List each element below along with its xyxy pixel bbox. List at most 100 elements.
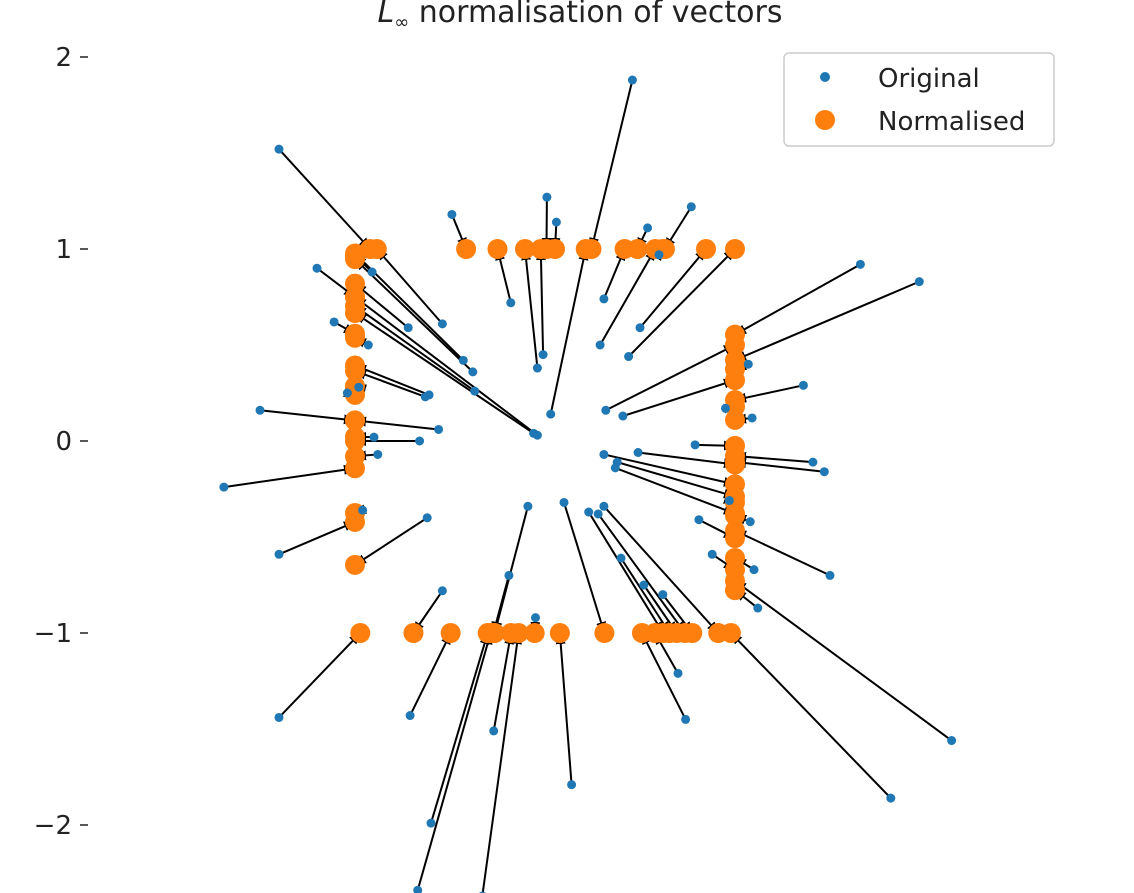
original-point bbox=[531, 613, 540, 623]
normalised-point bbox=[345, 327, 365, 348]
normalised-point bbox=[345, 554, 365, 575]
original-point bbox=[413, 885, 423, 893]
normalisation-arrow bbox=[639, 248, 707, 329]
normalised-point bbox=[575, 239, 596, 259]
normalised-point bbox=[725, 547, 745, 568]
original-point bbox=[658, 590, 668, 600]
normalised-point bbox=[345, 426, 365, 447]
normalisation-arrow bbox=[599, 248, 657, 346]
original-point bbox=[426, 818, 436, 828]
original-point bbox=[627, 75, 637, 85]
normalisation-arrow bbox=[416, 632, 493, 891]
original-point bbox=[947, 736, 957, 746]
normalisation-arrow bbox=[603, 453, 736, 487]
normalisation-arrow bbox=[354, 258, 474, 373]
normalised-point bbox=[725, 570, 745, 591]
original-point bbox=[403, 323, 413, 333]
normalised-point bbox=[345, 303, 365, 323]
original-points bbox=[219, 75, 957, 893]
original-point bbox=[610, 463, 620, 473]
normalisation-arrow bbox=[734, 451, 813, 464]
normalisation-arrow bbox=[637, 451, 736, 469]
original-point bbox=[532, 430, 542, 440]
normalisation-arrow bbox=[734, 263, 861, 336]
normalisation-arrow bbox=[603, 505, 719, 634]
normalised-point bbox=[549, 623, 570, 643]
original-point bbox=[506, 298, 516, 308]
original-point bbox=[721, 403, 730, 413]
original-point bbox=[914, 277, 924, 287]
normalisation-arrow bbox=[641, 632, 687, 720]
legend-box bbox=[783, 52, 1055, 147]
y-tick-label: 2 bbox=[55, 43, 72, 73]
original-point bbox=[312, 263, 322, 273]
original-point bbox=[747, 413, 757, 423]
normalisation-arrow bbox=[278, 148, 371, 250]
normalisation-arrow bbox=[492, 632, 515, 732]
normalised-point bbox=[366, 239, 387, 259]
original-point bbox=[358, 505, 368, 515]
original-point bbox=[745, 517, 755, 527]
normalised-point bbox=[515, 239, 535, 259]
original-point bbox=[724, 496, 734, 506]
normalised-point bbox=[483, 623, 504, 643]
normalised-point bbox=[720, 623, 741, 643]
normalisation-arrow bbox=[354, 282, 409, 329]
original-point bbox=[415, 436, 425, 446]
original-point bbox=[743, 359, 753, 369]
original-point bbox=[599, 449, 609, 459]
normalised-point bbox=[725, 520, 745, 541]
normalisation-arrow bbox=[734, 280, 920, 362]
original-point bbox=[219, 482, 229, 492]
normalisation-arrow bbox=[616, 461, 736, 499]
normalisation-arrow bbox=[734, 384, 804, 403]
y-tick-label: 1 bbox=[55, 235, 72, 265]
normalisation-arrow bbox=[563, 502, 606, 634]
normalisation-arrow bbox=[614, 466, 736, 515]
original-point bbox=[690, 440, 700, 450]
original-point bbox=[538, 350, 548, 360]
normalisation-arrow bbox=[354, 416, 439, 431]
y-tick-label: 0 bbox=[55, 427, 72, 457]
normalisation-arrow bbox=[605, 344, 736, 412]
normalised-point bbox=[594, 623, 615, 643]
normalisation-arrow bbox=[259, 409, 356, 425]
original-point bbox=[624, 352, 634, 362]
original-point bbox=[369, 432, 379, 442]
legend-label-normalised: Normalised bbox=[878, 107, 1025, 137]
original-point bbox=[447, 209, 457, 219]
normalised-point bbox=[345, 249, 365, 270]
normalised-point bbox=[614, 239, 635, 259]
original-point bbox=[274, 549, 284, 559]
normalisation-arrow bbox=[376, 248, 444, 325]
original-point bbox=[593, 509, 603, 519]
normalisation-arrow bbox=[409, 632, 452, 717]
normalised-point bbox=[440, 623, 461, 643]
normalisation-arrow bbox=[536, 248, 547, 355]
normalised-point bbox=[403, 623, 424, 643]
legend: Original Normalised bbox=[783, 52, 1055, 147]
normalisation-arrow bbox=[555, 632, 573, 785]
normalised-point bbox=[696, 239, 717, 259]
original-point bbox=[635, 323, 645, 333]
normalisation-arrow bbox=[620, 557, 671, 634]
original-point bbox=[274, 712, 284, 722]
original-point bbox=[673, 668, 683, 678]
original-point bbox=[808, 457, 818, 467]
original-point bbox=[599, 501, 609, 511]
original-point bbox=[618, 411, 628, 421]
original-point bbox=[470, 386, 480, 396]
original-point bbox=[373, 449, 383, 459]
original-point bbox=[616, 553, 626, 563]
normalisation-arrow bbox=[492, 506, 529, 634]
normalisation-arrow bbox=[354, 312, 535, 435]
original-point bbox=[354, 382, 364, 392]
normalised-point bbox=[345, 360, 365, 381]
original-point bbox=[639, 580, 649, 590]
original-point bbox=[633, 448, 643, 458]
original-point bbox=[489, 726, 499, 736]
normalisation-arrow bbox=[549, 248, 589, 415]
normalisation-arrow bbox=[627, 248, 736, 358]
normalisation-arrow bbox=[730, 632, 892, 799]
normalisation-arrow bbox=[354, 369, 426, 398]
